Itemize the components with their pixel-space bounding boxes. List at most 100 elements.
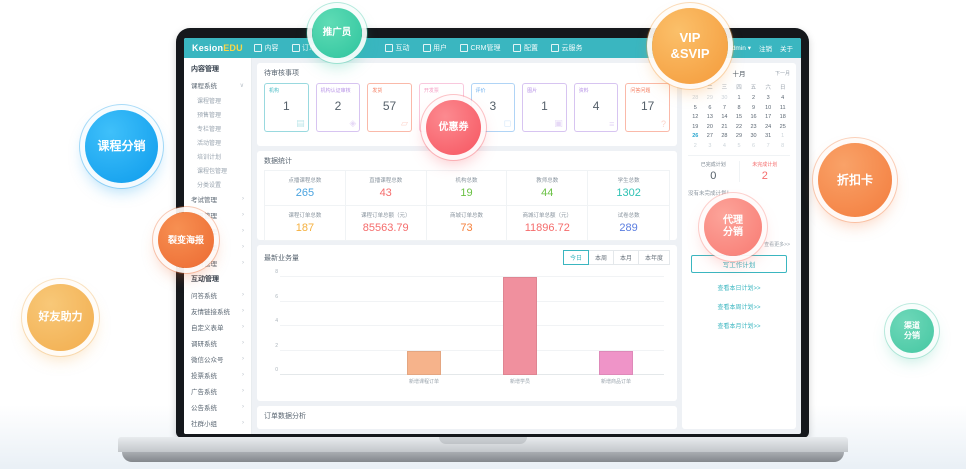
calendar-day-24[interactable]: 24 <box>765 123 772 130</box>
sidebar-item-考试管理[interactable]: 考试管理 › <box>184 191 251 207</box>
sidebar-item-友情链接系统[interactable]: 友情链接系统 › <box>184 303 251 319</box>
nav-item-3[interactable]: 互动 <box>385 43 410 53</box>
calendar-day-30[interactable]: 30 <box>721 95 728 101</box>
sidebar-item-公告系统[interactable]: 公告系统 › <box>184 399 251 415</box>
calendar-day-3[interactable]: 3 <box>766 95 770 101</box>
sidebar-item-社群小组[interactable]: 社群小组 › <box>184 415 251 431</box>
file-icon: ≡ <box>609 119 615 129</box>
pending-card-发货[interactable]: 发货 57 ▱ <box>367 83 412 132</box>
calendar-day-13[interactable]: 13 <box>706 114 713 120</box>
nav-item-6[interactable]: 配置 <box>513 43 538 53</box>
calendar-day-4[interactable]: 4 <box>722 142 726 149</box>
view-more-link[interactable]: 查看更多>> <box>764 241 790 248</box>
calendar-day-6[interactable]: 6 <box>752 142 756 149</box>
pending-card-评价[interactable]: 评价 3 ◻ <box>470 83 516 132</box>
tab-本月[interactable]: 本月 <box>612 250 639 265</box>
nav-item-7[interactable]: 云服务 <box>550 43 582 53</box>
calendar-day-6[interactable]: 6 <box>708 104 712 111</box>
bar-新增商品订单[interactable] <box>599 350 633 375</box>
plan-link-2[interactable]: 查看本周计划>> <box>717 304 761 311</box>
calendar-day-4[interactable]: 4 <box>781 95 785 101</box>
pending-card-问答问题[interactable]: 问答问题 17? <box>625 83 670 132</box>
sidebar-subitem-培训计划[interactable]: 培训计划 <box>197 154 222 161</box>
nav-item-4[interactable]: 用户 <box>422 43 447 53</box>
calendar-day-8[interactable]: 8 <box>737 104 741 111</box>
truck-icon: ▱ <box>400 118 408 128</box>
calendar-day-27[interactable]: 27 <box>706 133 713 139</box>
calendar-day-18[interactable]: 18 <box>779 114 786 120</box>
pending-card-资料[interactable]: 资料 4 ≡ <box>573 83 619 132</box>
nav-item-1[interactable]: 内容 <box>254 43 279 53</box>
sidebar-item-调研系统[interactable]: 调研系统 › <box>184 335 251 351</box>
sidebar-item-自定义表单[interactable]: 自定义表单 › <box>184 319 251 335</box>
sidebar-item-微信公众号[interactable]: 微信公众号 › <box>184 351 251 367</box>
nav-item-5[interactable]: CRM管理 <box>460 43 500 53</box>
sidebar-item-投票系统[interactable]: 投票系统 › <box>184 367 251 383</box>
calendar-day-2[interactable]: 2 <box>752 95 756 101</box>
tab-本年度[interactable]: 本年度 <box>637 250 670 265</box>
pending-card-机构认证审核[interactable]: 机构认证审核 2 ◈ <box>315 83 361 132</box>
calendar-day-29[interactable]: 29 <box>706 95 713 101</box>
logout-link[interactable]: 注销 <box>759 46 772 53</box>
sidebar-subitem-专栏管理[interactable]: 专栏管理 <box>197 126 222 133</box>
calendar-day-7[interactable]: 7 <box>766 142 770 149</box>
pending-card-label: 评价 <box>475 88 486 94</box>
calendar-day-7[interactable]: 7 <box>722 104 726 111</box>
calendar-day-10[interactable]: 10 <box>765 104 772 111</box>
bar-新增学员[interactable] <box>503 277 537 375</box>
calendar-day-11[interactable]: 11 <box>779 104 786 111</box>
sidebar-subitem-预售管理[interactable]: 预售管理 <box>197 112 222 119</box>
calendar-day-17[interactable]: 17 <box>765 114 772 120</box>
calendar-day-8[interactable]: 8 <box>781 142 785 149</box>
plan-link-1[interactable]: 查看本日计划>> <box>717 285 761 292</box>
sidebar-item-问答系统[interactable]: 问答系统 › <box>184 287 251 303</box>
calendar-day-30[interactable]: 30 <box>750 133 757 139</box>
tab-本周[interactable]: 本周 <box>587 250 614 265</box>
calendar-day-23[interactable]: 23 <box>750 123 757 130</box>
sidebar-item-素材管理[interactable]: 素材管理 › <box>184 255 251 271</box>
sidebar-subitem-活动管理[interactable]: 活动管理 <box>197 140 222 147</box>
calendar-day-1[interactable]: 1 <box>781 133 785 139</box>
sidebar-item-采集系统[interactable]: 采集系统› <box>184 431 251 434</box>
calendar-day-31[interactable]: 31 <box>765 133 772 139</box>
pending-card-机构[interactable]: 机构 1 ▤ <box>264 83 309 132</box>
calendar-day-25[interactable]: 25 <box>779 123 786 130</box>
pending-card-value: 1 <box>541 99 548 113</box>
next-month-button[interactable]: 下一月 <box>774 70 790 77</box>
pending-card-图片[interactable]: 图片 1 ▣ <box>522 83 567 132</box>
calendar-day-21[interactable]: 21 <box>721 123 728 130</box>
write-plan-button[interactable]: 写工作计划 <box>691 254 787 273</box>
stats-title: 数据统计 <box>264 158 292 165</box>
nav-item-2[interactable]: 订单 <box>291 43 316 53</box>
calendar-day-1[interactable]: 1 <box>737 95 741 101</box>
calendar-day-28[interactable]: 28 <box>692 95 699 101</box>
calendar-day-16[interactable]: 16 <box>750 114 757 120</box>
calendar-day-20[interactable]: 20 <box>706 123 713 130</box>
sidebar-subitem-课程包管理[interactable]: 课程包管理 <box>197 168 228 175</box>
about-link[interactable]: 关于 <box>780 46 793 53</box>
calendar-day-22[interactable]: 22 <box>735 123 743 130</box>
calendar-day-12[interactable]: 12 <box>692 114 699 120</box>
user-menu[interactable]: admin ▾ <box>728 44 751 52</box>
calendar-day-3[interactable]: 3 <box>708 142 712 149</box>
calendar-day-5[interactable]: 5 <box>737 142 741 149</box>
sidebar-subitem-分类设置[interactable]: 分类设置 <box>197 182 222 189</box>
calendar-day-5[interactable]: 5 <box>693 104 697 111</box>
calendar-day-14[interactable]: 14 <box>721 114 728 120</box>
bar-新增课程订单[interactable] <box>407 350 441 375</box>
calendar-day-19[interactable]: 19 <box>692 123 699 130</box>
calendar-day-29[interactable]: 29 <box>735 133 743 139</box>
calendar-day-28[interactable]: 28 <box>721 133 728 139</box>
sidebar-item-广告系统[interactable]: 广告系统 › <box>184 383 251 399</box>
sidebar-subitem-课程管理[interactable]: 课程管理 <box>197 98 222 105</box>
app-logo[interactable]: KesionEDU <box>192 43 254 53</box>
tab-今日[interactable]: 今日 <box>562 250 589 265</box>
completed-plans-value: 0 <box>710 169 717 182</box>
sidebar-item-资讯管理[interactable]: 资讯管理 › <box>184 207 251 223</box>
calendar-day-15[interactable]: 15 <box>735 114 743 120</box>
calendar-day-2[interactable]: 2 <box>693 142 697 149</box>
calendar-day-26[interactable]: 26 <box>692 133 699 139</box>
sidebar-item-课程系统[interactable]: 课程系统 ∨ <box>184 77 251 93</box>
plan-link-3[interactable]: 查看本月计划>> <box>717 323 761 330</box>
calendar-day-9[interactable]: 9 <box>752 104 756 111</box>
